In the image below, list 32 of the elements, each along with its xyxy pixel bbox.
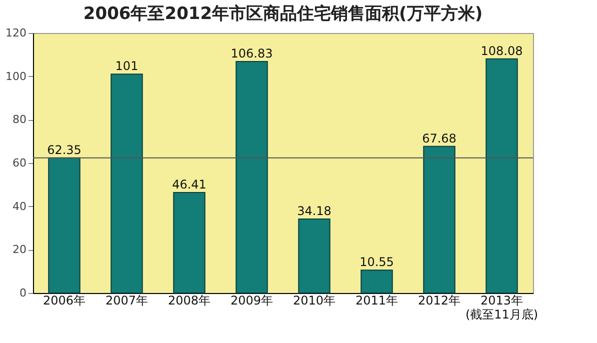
data-label: 106.83 xyxy=(230,46,273,61)
bar xyxy=(486,58,518,294)
x-tick-label: 2012年 xyxy=(418,294,461,308)
data-label: 108.08 xyxy=(480,44,523,58)
data-label: 101 xyxy=(115,59,138,74)
y-tick-label: 20 xyxy=(12,243,26,256)
bar xyxy=(173,192,206,294)
bar xyxy=(360,270,393,294)
y-tick-label: 0 xyxy=(20,286,26,300)
bar xyxy=(423,146,456,294)
y-tick-label: 100 xyxy=(6,70,26,83)
bar xyxy=(236,61,268,294)
bar xyxy=(48,157,80,294)
x-tick-label: 2006年 xyxy=(42,294,86,308)
y-tick-label: 40 xyxy=(12,200,26,213)
bar xyxy=(298,218,330,294)
data-label: 62.35 xyxy=(47,142,82,157)
x-tick-label: 2011年 xyxy=(355,294,398,308)
y-tick-label: 120 xyxy=(6,26,26,40)
x-tick-label: 2013年(截至11月底) xyxy=(465,294,538,322)
y-tick-label: 60 xyxy=(12,156,26,170)
x-tick-label: 2008年 xyxy=(168,294,211,308)
data-label: 34.18 xyxy=(297,204,332,218)
bar xyxy=(110,74,143,294)
y-tick-label: 80 xyxy=(12,113,26,126)
x-tick-label: 2007年 xyxy=(105,294,148,308)
x-tick-label: 2009年 xyxy=(230,294,274,308)
x-tick-label: 2010年 xyxy=(292,294,336,308)
data-label: 67.68 xyxy=(422,131,456,146)
chart-title: 2006年至2012年市区商品住宅销售面积(万平方米) xyxy=(83,4,483,24)
data-label: 46.41 xyxy=(172,177,206,192)
data-label: 10.55 xyxy=(360,255,394,270)
